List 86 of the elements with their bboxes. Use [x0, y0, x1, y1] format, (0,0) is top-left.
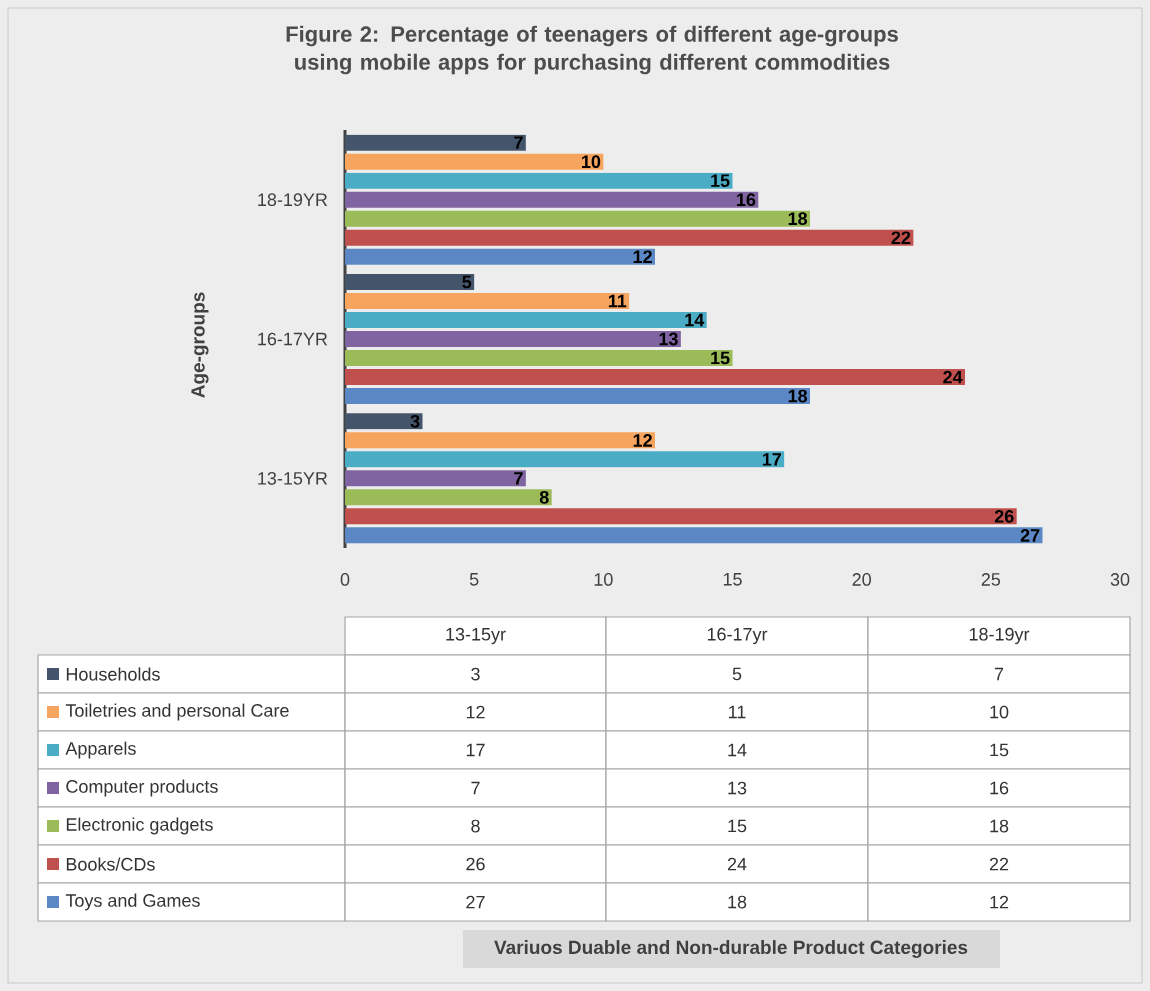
data-label: 17 [466, 743, 485, 757]
data-label: 15 [728, 819, 747, 833]
data-label: 16 [990, 781, 1009, 795]
y-tick-label: Apparels [65, 741, 136, 759]
x-tick-label: 13-15yr [446, 627, 506, 645]
bar [345, 331, 681, 348]
bar [345, 527, 1043, 544]
data-label: 16 [737, 193, 756, 207]
y-tick-label: Electronic gadgets [66, 817, 213, 835]
data-label: 12 [466, 705, 485, 719]
data-label: 7 [994, 667, 1004, 681]
text: Variuos Duable and Non-durable Product Categories [494, 940, 968, 958]
bar [345, 274, 475, 291]
y-tick-label: Toys and Games [65, 893, 200, 911]
bar [345, 312, 707, 329]
bar [345, 350, 733, 367]
bar [345, 293, 630, 310]
data-label: 5 [732, 667, 742, 681]
data-label: 27 [466, 895, 485, 909]
data-label: 18 [788, 389, 808, 403]
x-tick-label: 20 [852, 573, 871, 586]
data-label: 12 [633, 434, 652, 447]
data-label: 27 [1020, 529, 1040, 542]
y-tick-label: 18-19YR [258, 193, 328, 207]
data-label: 7 [514, 136, 523, 149]
x-tick-label: 30 [1110, 573, 1130, 586]
data-label: 15 [711, 174, 730, 187]
x-tick-label: 15 [723, 573, 742, 586]
y-tick-label: Toiletries and personal Care [65, 703, 289, 721]
data-label: 24 [943, 370, 963, 384]
data-label: 18 [990, 819, 1009, 833]
x-tick-label: 25 [981, 573, 1001, 586]
data-label: 8 [471, 819, 480, 833]
data-label: 24 [727, 857, 747, 871]
x-tick-label: 16-17yr [707, 627, 768, 645]
data-label: 11 [608, 294, 627, 308]
data-label: 26 [466, 857, 485, 871]
bar [345, 470, 526, 487]
x-tick-label: 0 [340, 573, 350, 586]
x-tick-label: 18-19yr [969, 627, 1030, 645]
bar [345, 369, 965, 386]
data-label: 10 [990, 705, 1009, 719]
data-label: 5 [462, 275, 472, 289]
data-label: 15 [990, 743, 1009, 757]
x-tick-label: 10 [594, 573, 613, 586]
bar [345, 451, 785, 468]
data-label: 12 [990, 895, 1009, 909]
y-tick-label: Books/CDs [66, 857, 155, 871]
bar [345, 191, 759, 208]
y-tick-label: 16-17YR [258, 332, 328, 346]
data-label: 18 [788, 212, 808, 226]
data-label: 13 [659, 332, 678, 346]
data-label: 14 [685, 313, 705, 327]
data-label: 8 [539, 490, 549, 504]
data-label: 11 [729, 705, 746, 719]
y-axis-title: Age-groups [191, 292, 209, 398]
data-label: 3 [410, 414, 420, 428]
data-label: 7 [471, 781, 480, 795]
bar [345, 229, 914, 246]
y-tick-label: Computer products [66, 779, 218, 797]
data-label: 10 [582, 155, 601, 169]
data-label: 7 [514, 472, 523, 485]
data-label: 15 [711, 351, 730, 365]
chart-title: Figure 2: Percentage of teenagers of different age-groups using mobile apps for purchasing different commodities [286, 25, 898, 75]
y-tick-label: Households [66, 667, 160, 681]
bar [345, 508, 1017, 525]
bar [345, 210, 810, 227]
data-label: 3 [471, 667, 480, 681]
bar [345, 134, 526, 151]
data-label: 26 [994, 509, 1014, 523]
data-label: 12 [633, 250, 652, 263]
bar [345, 172, 733, 189]
x-tick-label: 5 [469, 573, 479, 586]
data-label: 22 [989, 857, 1009, 871]
bar [345, 432, 655, 449]
y-tick-label: 13-15YR [258, 471, 328, 485]
data-label: 17 [762, 453, 781, 466]
data-label: 18 [728, 895, 747, 909]
data-label: 22 [891, 231, 911, 244]
bar [345, 413, 423, 430]
bar [345, 388, 810, 405]
data-label: 14 [728, 743, 747, 757]
bar [345, 248, 655, 265]
bar [345, 153, 604, 170]
bar [345, 489, 552, 506]
data-label: 13 [728, 781, 747, 795]
